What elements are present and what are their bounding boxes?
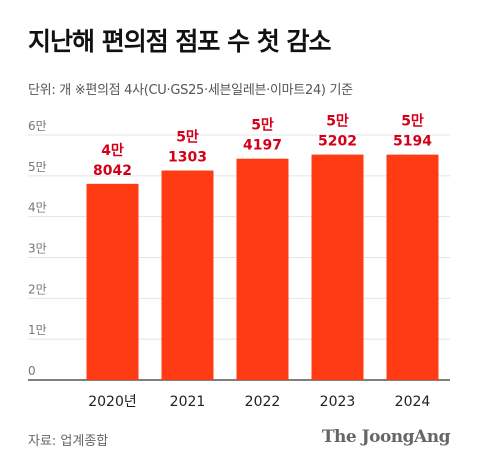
y-tick-label: 5만 <box>28 160 47 174</box>
bar <box>86 183 139 380</box>
x-tick-label: 2021 <box>170 394 206 410</box>
y-tick-label: 6만 <box>28 119 47 133</box>
data-label: 4197 <box>243 138 282 154</box>
data-label: 5만 <box>176 130 199 146</box>
y-tick-label: 4만 <box>28 201 47 215</box>
y-tick-label: 3만 <box>28 242 47 256</box>
data-label: 8042 <box>93 163 132 179</box>
data-label: 4만 <box>101 143 124 159</box>
chart-subtitle: 단위: 개 ※편의점 4사(CU·GS25·세븐일레븐·이마트24) 기준 <box>28 83 353 98</box>
bar <box>386 154 439 380</box>
x-tick-label: 2024 <box>395 394 431 410</box>
bar <box>161 170 214 380</box>
data-label: 5만 <box>326 114 349 130</box>
y-tick-label: 2만 <box>28 282 47 296</box>
bar <box>311 154 364 380</box>
x-tick-label: 2020년 <box>88 394 137 410</box>
chart-title: 지난해 편의점 점포 수 첫 감소 <box>28 27 332 56</box>
source-note: 자료: 업계종합 <box>28 434 109 449</box>
y-tick-label: 0 <box>28 364 36 378</box>
data-label: 5만 <box>251 118 274 134</box>
x-tick-label: 2022 <box>245 394 281 410</box>
brand-logo: The JoongAng <box>321 427 451 447</box>
data-label: 5만 <box>401 114 424 130</box>
data-label: 1303 <box>168 150 207 166</box>
x-tick-label: 2023 <box>320 394 356 410</box>
bar <box>236 158 289 380</box>
y-tick-label: 1만 <box>28 323 47 337</box>
data-label: 5202 <box>318 134 357 150</box>
data-label: 5194 <box>393 134 432 150</box>
